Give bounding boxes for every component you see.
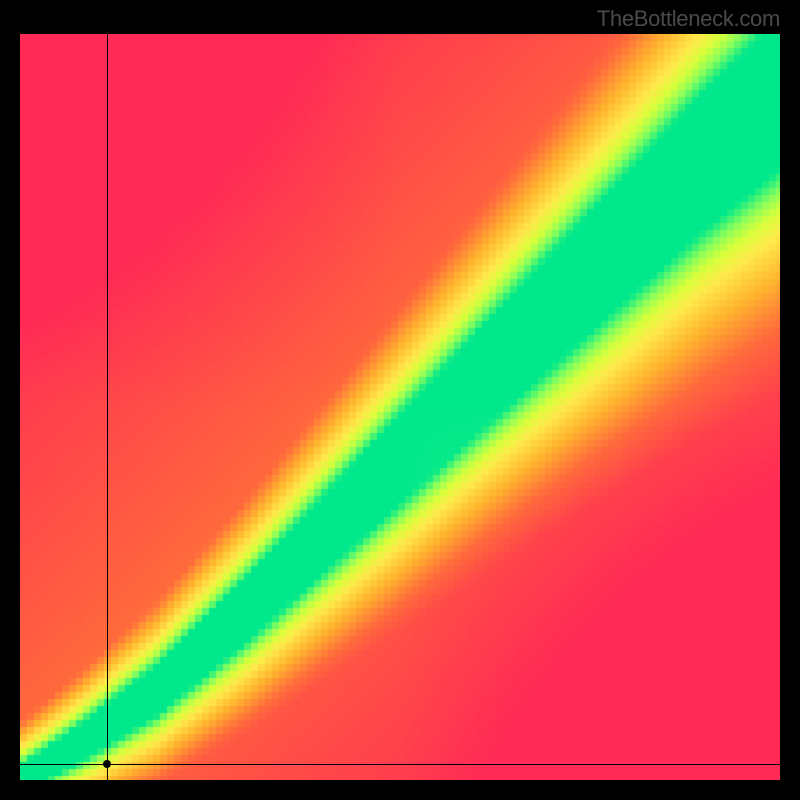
watermark-text: TheBottleneck.com — [597, 6, 780, 32]
crosshair-marker-dot — [103, 760, 111, 768]
crosshair-horizontal — [20, 764, 780, 765]
crosshair-vertical — [107, 34, 108, 780]
heatmap-plot — [20, 34, 780, 780]
heatmap-canvas — [20, 34, 780, 780]
